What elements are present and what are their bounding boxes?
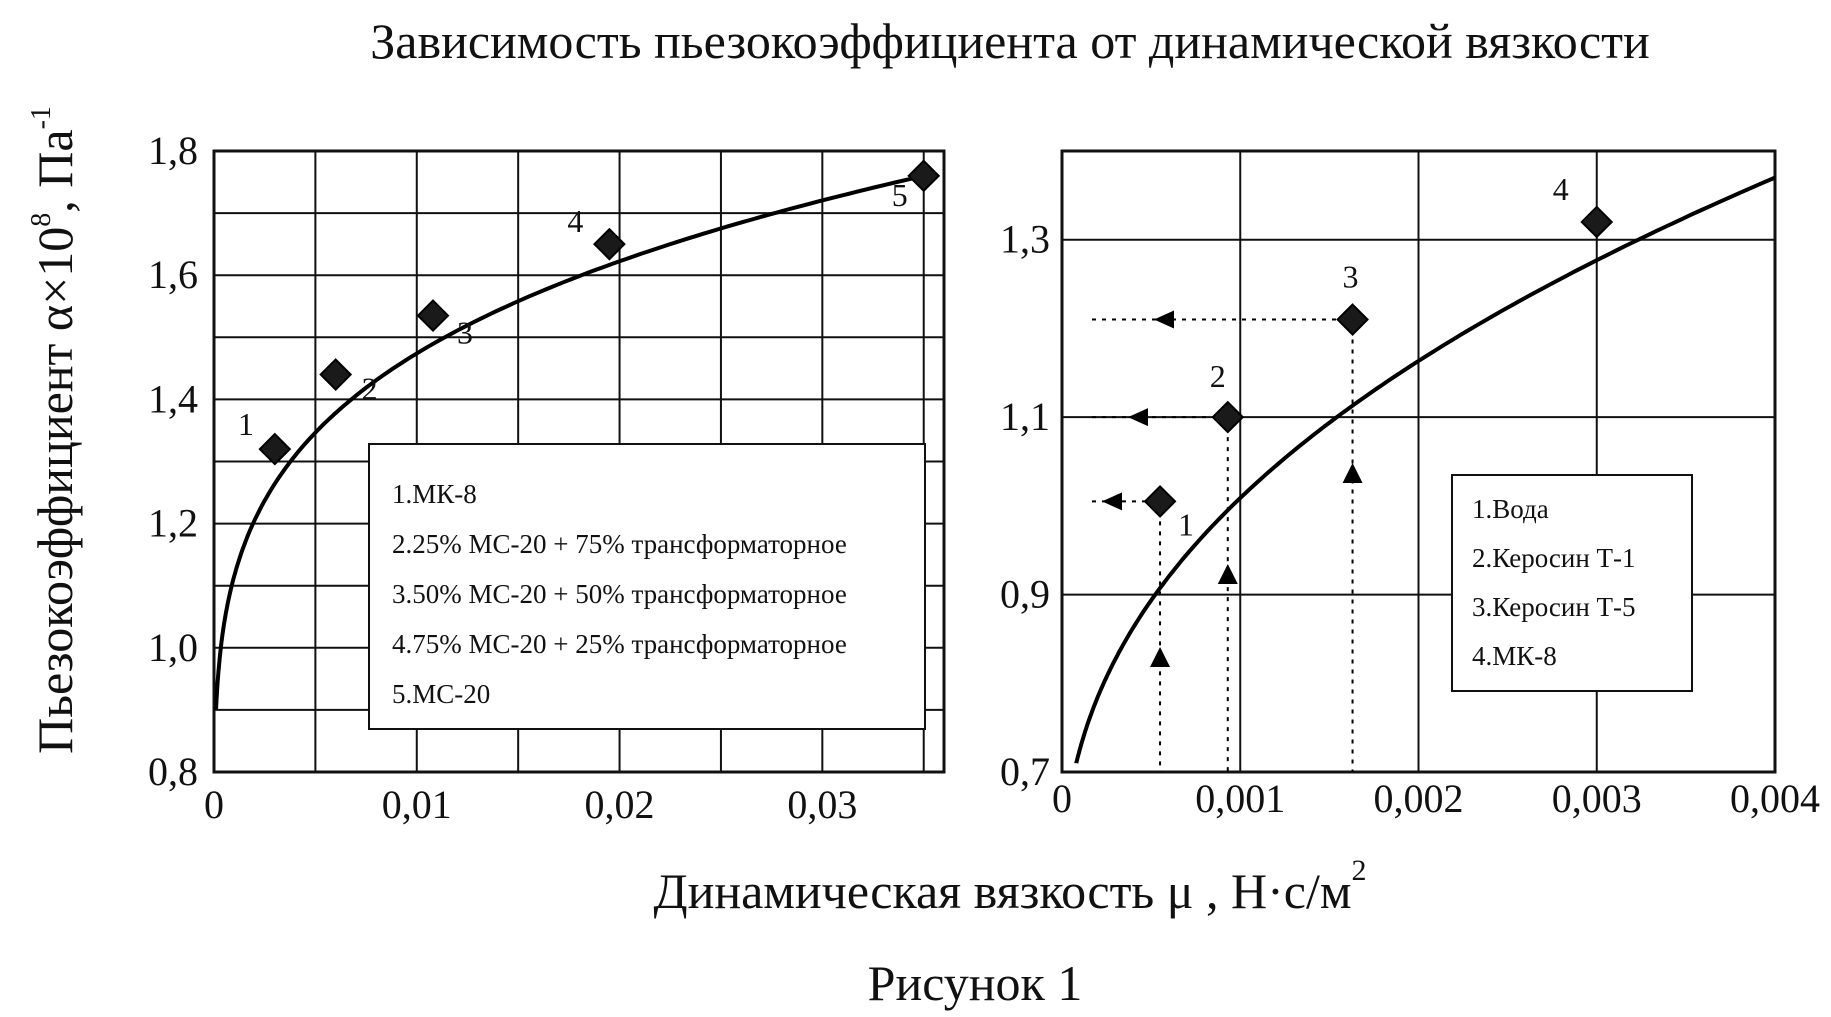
right-data-point: [1211, 400, 1245, 434]
x-axis-title-exponent: 2: [1352, 854, 1367, 887]
right-x-tick-label: 0,003: [1552, 776, 1642, 821]
right-data-point: [1143, 485, 1177, 518]
left-y-tick-label: 1,4: [148, 376, 198, 421]
right-data-point: [1580, 205, 1614, 239]
right-guide-arrow: [1154, 310, 1174, 329]
right-point-label: 1: [1178, 506, 1194, 542]
right-legend-entry: 3.Керосин Т-5: [1472, 592, 1636, 622]
right-legend-entry: 1.Вода: [1472, 494, 1549, 524]
right-y-tick-label: 1,3: [1000, 217, 1050, 262]
left-fitted-curve: [214, 173, 925, 710]
right-point-label: 3: [1343, 259, 1359, 295]
y-axis-title: Пьезокоэффициент α×108, Па-1: [26, 106, 83, 754]
left-legend-entry: 4.75% МС-20 + 25% трансформаторное: [392, 629, 847, 659]
right-legend-entry: 4.МК-8: [1472, 641, 1557, 671]
left-data-point: [319, 358, 353, 391]
left-y-tick-label: 0,8: [148, 749, 198, 794]
right-x-tick-label: 0,002: [1374, 776, 1464, 821]
right-x-tick-label: 0,004: [1730, 776, 1820, 821]
left-legend-entry: 1.МК-8: [392, 479, 477, 509]
right-guide-arrow: [1102, 492, 1122, 511]
right-y-tick-label: 0,9: [1000, 572, 1050, 617]
right-point-label: 2: [1210, 358, 1226, 394]
left-data-point: [593, 227, 626, 261]
right-plot-frame: [1060, 149, 1777, 774]
right-data-point: [1336, 303, 1369, 336]
y-axis-title-unit-exponent: -1: [26, 106, 57, 129]
right-guide-arrow: [1128, 408, 1148, 427]
left-data-point: [416, 299, 450, 332]
x-axis-title-main: Динамическая вязкость μ , Н·с/м: [653, 863, 1351, 919]
right-y-tick-label: 1,1: [1000, 394, 1050, 439]
left-y-tick-label: 1,0: [148, 625, 198, 670]
left-point-label: 3: [457, 315, 473, 351]
left-legend-entry: 2.25% МС-20 + 75% трансформаторное: [392, 529, 847, 559]
right-legend-box: [1451, 474, 1693, 692]
left-y-tick-label: 1,8: [148, 128, 198, 173]
figure-caption: Рисунок 1: [868, 955, 1083, 1011]
right-chart: 0 0,001 0,002 0,003 0,004 0,7 0,9 1,1 1,3 1 2 3 4 1.В…: [1000, 149, 1820, 821]
left-legend-entry: 5.МС-20: [392, 679, 490, 709]
left-x-tick-label: 0: [204, 782, 224, 827]
right-guide-triangle: [1217, 564, 1238, 584]
right-x-tick-label: 0: [1052, 776, 1072, 821]
left-point-label: 2: [362, 371, 378, 407]
y-axis-title-unit: , Па: [27, 129, 83, 212]
right-point-label: 4: [1553, 171, 1569, 207]
right-fitted-curve: [1074, 175, 1776, 764]
left-point-label: 4: [567, 203, 583, 239]
right-x-tick-label: 0,001: [1195, 776, 1285, 821]
y-axis-title-exponent: 8: [26, 213, 57, 227]
left-legend-entry: 3.50% МС-20 + 50% трансформаторное: [392, 579, 847, 609]
right-y-tick-label: 0,7: [1000, 749, 1050, 794]
left-data-point: [258, 432, 292, 466]
left-chart: 0 0,01 0,02 0,03 0,8 1,0 1,2 1,4 1,6 1,8 1 2 3 4 5 1.МК…: [148, 128, 946, 827]
left-x-tick-label: 0,02: [585, 782, 655, 827]
right-guide-triangle: [1150, 647, 1171, 667]
y-axis-title-main: Пьезокоэффициент α×10: [27, 227, 83, 754]
left-x-tick-label: 0,03: [787, 782, 857, 827]
chart-title: Зависимость пьезокоэффициента от динамич…: [370, 13, 1650, 69]
left-x-tick-label: 0,01: [382, 782, 452, 827]
right-legend-entry: 2.Керосин Т-1: [1472, 543, 1636, 573]
left-plot-frame: [212, 149, 946, 774]
x-axis-title: Динамическая вязкость μ , Н·с/м2: [653, 854, 1366, 919]
left-legend-box: [368, 443, 926, 730]
left-point-label: 1: [238, 406, 254, 442]
left-data-point: [907, 159, 941, 193]
left-y-tick-label: 1,6: [148, 252, 198, 297]
left-y-tick-label: 1,2: [148, 501, 198, 546]
left-point-label: 5: [892, 177, 908, 213]
right-guide-triangle: [1342, 463, 1363, 483]
